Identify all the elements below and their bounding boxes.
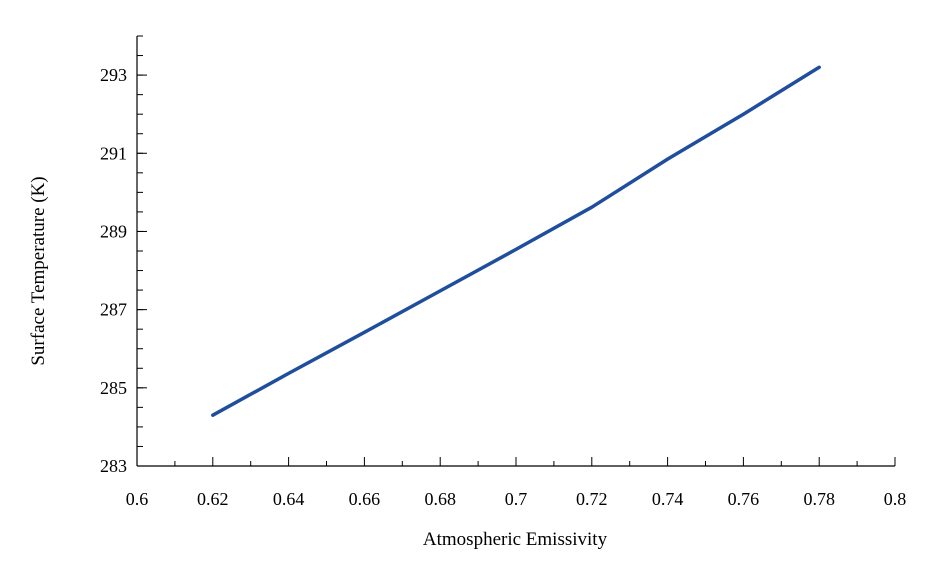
y-axis: 283 285 287 289 291 293 — [100, 35, 147, 476]
x-tick-label: 0.64 — [273, 489, 305, 509]
x-axis: 0.6 0.62 0.64 0.66 0.68 0.7 0.72 0.74 0.76 0.78 0.… — [126, 457, 907, 509]
series-line — [211, 65, 821, 417]
y-tick-label: 287 — [100, 300, 127, 320]
x-tick-label: 0.62 — [197, 489, 229, 509]
y-tick-label: 285 — [100, 378, 127, 398]
x-tick-label: 0.66 — [349, 489, 381, 509]
y-tick-label: 289 — [100, 221, 127, 241]
x-tick-label: 0.74 — [652, 489, 684, 509]
x-tick-label: 0.6 — [126, 489, 149, 509]
y-tick-label: 291 — [100, 143, 127, 163]
y-axis-title: Surface Temperature (K) — [28, 176, 49, 365]
x-tick-label: 0.7 — [505, 489, 528, 509]
x-tick-label: 0.72 — [576, 489, 608, 509]
x-tick-label: 0.76 — [728, 489, 760, 509]
y-tick-label: 293 — [100, 65, 127, 85]
x-tick-label: 0.68 — [424, 489, 456, 509]
x-tick-label: 0.8 — [884, 489, 907, 509]
y-tick-label: 283 — [100, 456, 127, 476]
series-layer — [211, 65, 821, 417]
x-tick-label: 0.78 — [803, 489, 835, 509]
x-axis-title: Atmospheric Emissivity — [423, 529, 608, 550]
